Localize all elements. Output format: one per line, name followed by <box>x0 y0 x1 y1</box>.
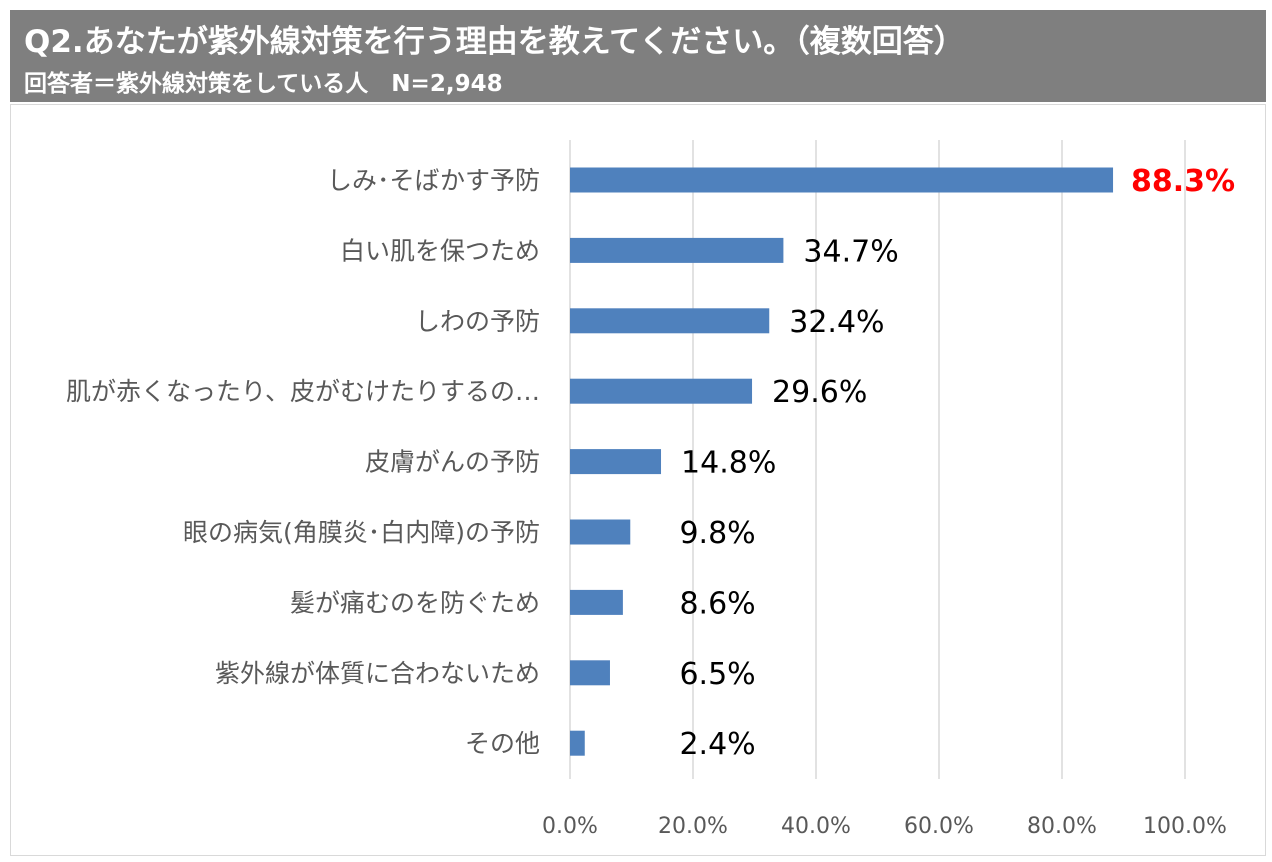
bar <box>570 167 1114 193</box>
x-tick-label: 80.0% <box>1027 814 1097 839</box>
bar <box>570 237 784 263</box>
category-label: 白い肌を保つため <box>340 236 540 265</box>
data-label: 14.8% <box>681 446 776 481</box>
category-label: しみ･そばかす予防 <box>327 166 540 195</box>
chart-header: Q2.あなたが紫外線対策を行う理由を教えてください。（複数回答） 回答者＝紫外線… <box>10 10 1266 102</box>
bar <box>570 589 623 615</box>
data-label: 34.7% <box>803 234 898 269</box>
x-tick-label: 100.0% <box>1143 814 1227 839</box>
x-tick-label: 20.0% <box>658 814 728 839</box>
category-label: 髪が痛むのを防ぐため <box>290 588 540 617</box>
data-label: 2.4% <box>679 727 755 762</box>
x-tick-label: 60.0% <box>904 814 974 839</box>
bar <box>570 519 631 545</box>
bar <box>570 730 585 756</box>
x-tick-label: 0.0% <box>542 814 598 839</box>
x-tick-label: 40.0% <box>781 814 851 839</box>
data-label: 32.4% <box>789 305 884 340</box>
category-label: その他 <box>465 729 540 758</box>
category-label: しわの予防 <box>415 307 540 336</box>
bar <box>570 378 753 404</box>
category-label: 眼の病気(角膜炎･白内障)の予防 <box>183 518 540 547</box>
data-label: 9.8% <box>679 516 755 551</box>
chart-subtitle: 回答者＝紫外線対策をしている人 N=2,948 <box>24 71 503 97</box>
bar-chart-svg: 0.0% 20.0% 40.0% 60.0% 80.0% 100.0% しみ･そばかす予防 8… <box>66 140 1235 839</box>
category-label: 肌が赤くなったり、皮がむけたりするの… <box>66 377 540 406</box>
data-label: 29.6% <box>772 375 867 410</box>
category-label: 紫外線が体質に合わないため <box>215 659 540 688</box>
chart-title: Q2.あなたが紫外線対策を行う理由を教えてください。（複数回答） <box>24 24 965 60</box>
bar <box>570 449 662 475</box>
bar <box>570 660 610 686</box>
data-label: 88.3% <box>1131 164 1235 199</box>
data-label: 6.5% <box>679 657 755 692</box>
bar <box>570 308 770 334</box>
category-label: 皮膚がんの予防 <box>365 448 540 477</box>
data-label: 8.6% <box>679 586 755 621</box>
chart-area: 0.0% 20.0% 40.0% 60.0% 80.0% 100.0% しみ･そばかす予防 8… <box>10 104 1266 856</box>
